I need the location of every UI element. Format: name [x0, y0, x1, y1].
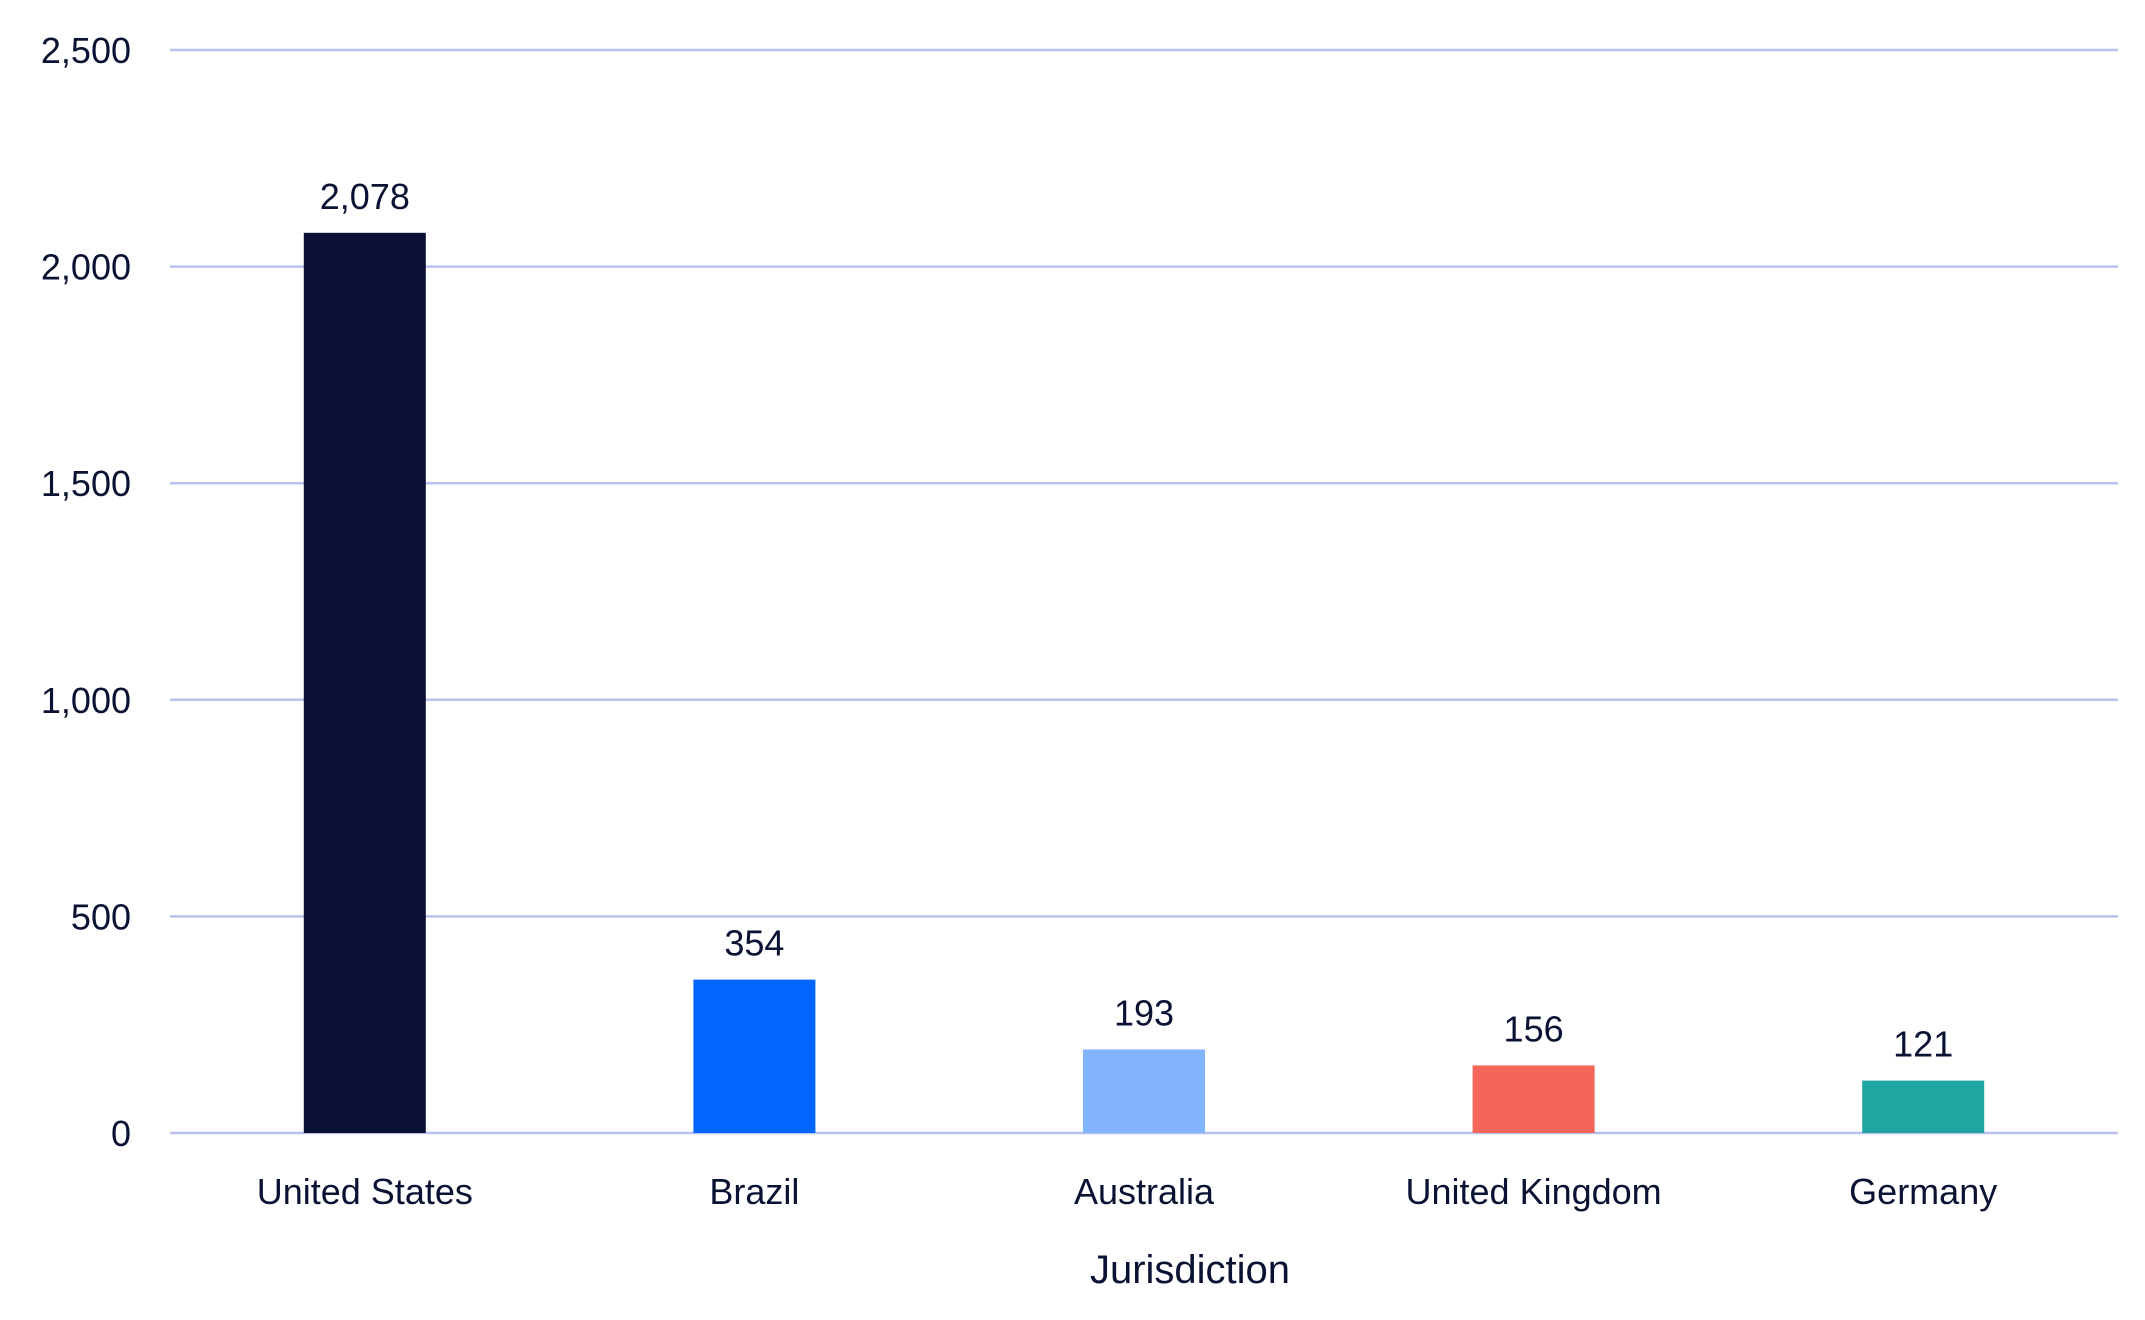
bar-value-label: 156 [1504, 1008, 1564, 1049]
x-tick-label: United Kingdom [1406, 1171, 1662, 1212]
x-tick-label: Germany [1849, 1171, 1997, 1212]
bar [1083, 1049, 1205, 1133]
y-tick-label: 2,000 [41, 247, 131, 288]
bar [1862, 1080, 1985, 1133]
bars [303, 232, 1985, 1133]
data-labels: 2,078 354 193 156 121 [320, 176, 1953, 1065]
y-tick-label: 1,500 [41, 463, 131, 504]
y-tick-label: 1,000 [41, 680, 131, 721]
gridlines [170, 48, 2118, 1135]
x-tick-label: Australia [1074, 1171, 1215, 1212]
x-axis-title: Jurisdiction [1090, 1248, 1290, 1292]
bar-value-label: 121 [1893, 1024, 1953, 1065]
bar [1472, 1065, 1595, 1133]
x-axis-category-labels: United States Brazil Australia United Kingd… [257, 1171, 1997, 1212]
y-tick-label: 2,500 [41, 30, 131, 71]
bar-value-label: 193 [1114, 992, 1174, 1033]
y-tick-label: 0 [111, 1113, 131, 1154]
bar-value-label: 2,078 [320, 176, 410, 217]
bar [303, 232, 426, 1133]
x-tick-label: United States [257, 1171, 473, 1212]
bar [693, 979, 816, 1133]
bar-value-label: 354 [724, 923, 784, 964]
y-tick-label: 500 [71, 896, 131, 937]
x-tick-label: Brazil [709, 1171, 799, 1212]
y-axis-tick-labels: 0 500 1,000 1,500 2,000 2,500 [41, 30, 131, 1154]
